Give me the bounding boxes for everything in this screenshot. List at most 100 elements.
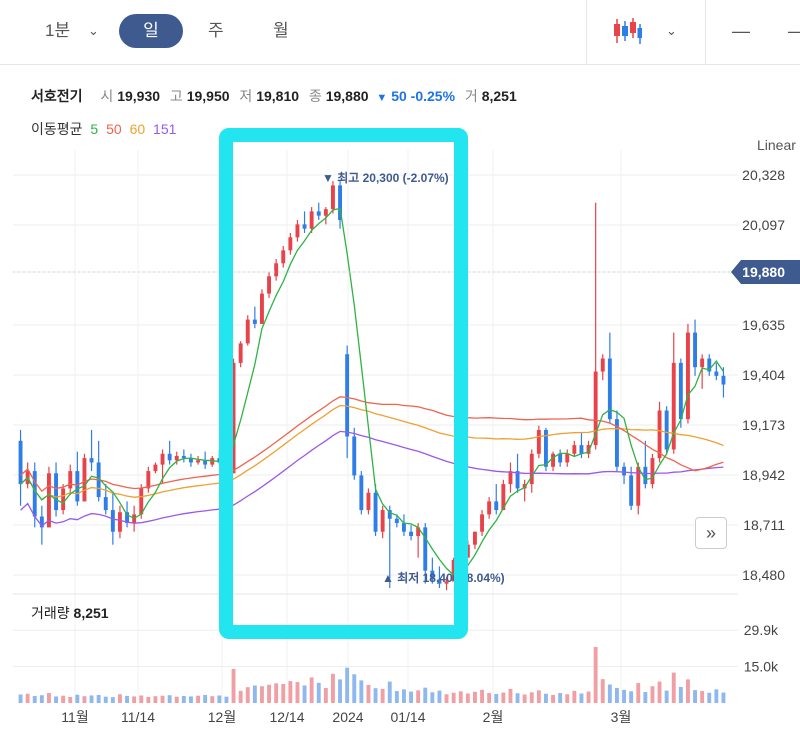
high-label: 고 (169, 88, 183, 104)
candle-body (607, 358, 612, 420)
ma-60[interactable]: 60 (129, 121, 146, 137)
candle-body (394, 518, 399, 524)
candle-body (657, 410, 662, 459)
candle-body (685, 332, 690, 420)
volume-bar (174, 696, 179, 703)
ma-5[interactable]: 5 (90, 121, 99, 137)
candle-body (252, 319, 257, 324)
volume-bar (480, 689, 485, 703)
candle-body (75, 471, 80, 502)
interval-month-button[interactable]: 월 (273, 21, 289, 40)
volume-bar (430, 692, 435, 703)
volume-bar (543, 693, 548, 703)
change-pct: -0.25% (410, 88, 456, 104)
x-tick-label: 12/14 (269, 709, 304, 725)
ma-151-line (20, 430, 724, 527)
volume-bar (487, 693, 492, 703)
candle-body (110, 510, 115, 532)
scroll-right-button[interactable]: » (695, 517, 727, 549)
interval-week-button[interactable]: 주 (208, 21, 224, 40)
volume-bar (501, 692, 506, 703)
volume-bar (196, 695, 201, 703)
volume-bar (685, 679, 690, 703)
volume-bar (472, 691, 477, 703)
chart-type-dropdown-icon[interactable]: ⌄ (666, 23, 677, 38)
volume-bar (600, 679, 605, 703)
candle-body (437, 579, 442, 584)
candle-body (664, 410, 669, 450)
scale-mode-toggle[interactable]: Linear (757, 137, 796, 153)
candle-body (32, 471, 37, 517)
minimize-button[interactable]: — (732, 21, 750, 41)
volume-bar (401, 689, 406, 703)
volume-bar (522, 694, 527, 703)
volume-bar (387, 681, 392, 703)
volume-bar (458, 691, 463, 703)
high-annotation: ▼ 최고 20,300 (-2.07%) (322, 170, 449, 185)
candle-body (487, 501, 492, 515)
candle-body (444, 581, 449, 584)
volume-bar (245, 687, 250, 703)
open-value: 19,930 (117, 88, 161, 104)
volume-bar (373, 688, 378, 703)
ma-151[interactable]: 151 (153, 121, 177, 137)
volume-bar (451, 692, 456, 703)
candle-body (522, 484, 527, 489)
high-value: 19,950 (186, 88, 230, 104)
candle-body (636, 466, 641, 506)
candle-body (288, 237, 293, 251)
volume-bar (25, 693, 30, 703)
interval-day-button[interactable]: 일 (119, 14, 183, 48)
open-label: 시 (100, 88, 114, 104)
candle-body (316, 211, 321, 216)
candle-body (117, 512, 122, 532)
volume-bar (664, 690, 669, 703)
chevron-down-icon[interactable]: ⌄ (88, 23, 99, 38)
ma-50[interactable]: 50 (106, 121, 122, 137)
candle-body (153, 464, 158, 472)
candle-body (501, 484, 506, 511)
volume-bar (68, 696, 73, 703)
candle-body (309, 211, 314, 229)
candle-body (274, 263, 279, 277)
low-value: 19,810 (256, 88, 300, 104)
candlestick-icon[interactable] (612, 16, 642, 46)
y-tick-label: 19,173 (742, 417, 785, 433)
volume-bar (721, 692, 726, 703)
volume-bar (167, 695, 172, 703)
volume-bar (181, 695, 186, 703)
change-arrow: ▼ (376, 92, 388, 104)
volume-bar (622, 689, 627, 703)
volume-bar (366, 684, 371, 703)
expand-button[interactable]: — (788, 14, 800, 48)
candle-body (210, 458, 215, 465)
candle-body (543, 429, 548, 467)
volume-bar (671, 672, 676, 703)
volume-bar (494, 693, 499, 703)
candle-body (18, 440, 23, 485)
toolbar-divider (705, 0, 706, 64)
candle-body (416, 527, 421, 537)
candle-body (295, 224, 300, 238)
candle-body (330, 185, 335, 210)
volume-bar (707, 692, 712, 703)
volume-bar (89, 695, 94, 703)
volume-bar (75, 694, 80, 703)
volume-bar (593, 647, 598, 703)
candle-body (721, 375, 726, 385)
volume-title-value: 8,251 (73, 605, 109, 621)
volume-bar (586, 691, 591, 703)
volume-bar (203, 694, 208, 703)
volume-bar (714, 689, 719, 703)
volume-bar (146, 696, 151, 703)
x-tick-label: 01/14 (390, 709, 425, 725)
candle-body (352, 436, 357, 476)
interval-1min-button[interactable]: 1분 (45, 21, 71, 40)
candle-body (345, 354, 350, 437)
volume-bar (288, 681, 293, 703)
low-annotation: ▲ 최저 18,400 (8.04%) (382, 570, 505, 585)
volume-bar (316, 682, 321, 703)
candle-body (259, 293, 264, 324)
candle-body (39, 516, 44, 528)
